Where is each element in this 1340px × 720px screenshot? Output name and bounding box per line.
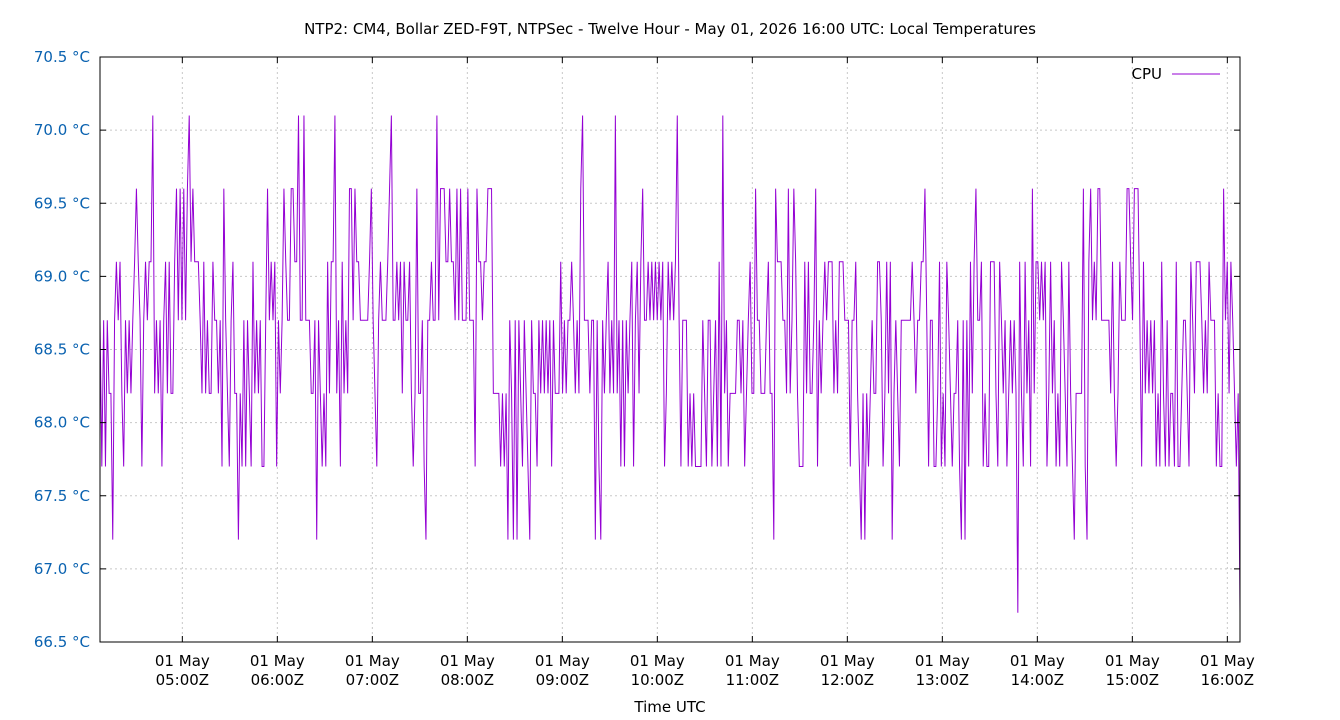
series-line-cpu [99, 115, 1241, 613]
y-tick-label: 66.5 °C [34, 633, 90, 651]
x-tick-label-date: 01 May [155, 652, 210, 670]
x-tick-label-time: 09:00Z [536, 671, 590, 689]
y-tick-label: 67.0 °C [34, 560, 90, 578]
y-tick-label: 70.0 °C [34, 121, 90, 139]
x-tick-label-time: 14:00Z [1011, 671, 1065, 689]
x-tick-label-time: 11:00Z [726, 671, 780, 689]
x-tick-label-time: 10:00Z [631, 671, 685, 689]
x-tick-label-date: 01 May [1105, 652, 1160, 670]
y-axis: 66.5 °C 67.0 °C 67.5 °C 68.0 °C 68.5 °C 69.0 … [34, 48, 1240, 651]
legend-label-cpu: CPU [1132, 65, 1163, 83]
y-tick-label: 69.0 °C [34, 267, 90, 285]
x-tick-label-date: 01 May [725, 652, 780, 670]
x-tick-label-time: 12:00Z [821, 671, 875, 689]
x-tick-label-time: 08:00Z [441, 671, 495, 689]
x-tick-label-date: 01 May [915, 652, 970, 670]
x-tick-label-time: 05:00Z [156, 671, 210, 689]
x-axis-label: Time UTC [633, 698, 705, 716]
legend: CPU [1132, 65, 1220, 83]
x-tick-label-date: 01 May [440, 652, 495, 670]
series-layer [99, 115, 1241, 613]
x-tick-label-date: 01 May [250, 652, 305, 670]
x-tick-label-time: 13:00Z [916, 671, 970, 689]
y-tick-label: 67.5 °C [34, 487, 90, 505]
x-tick-label-date: 01 May [535, 652, 590, 670]
x-tick-label-date: 01 May [345, 652, 400, 670]
x-tick-label-date: 01 May [630, 652, 685, 670]
y-tick-label: 70.5 °C [34, 48, 90, 66]
chart-title: NTP2: CM4, Bollar ZED-F9T, NTPSec - Twel… [304, 20, 1036, 38]
y-tick-label: 69.5 °C [34, 194, 90, 212]
x-tick-label-time: 15:00Z [1106, 671, 1160, 689]
x-tick-label-date: 01 May [1010, 652, 1065, 670]
x-tick-label-time: 07:00Z [346, 671, 400, 689]
x-tick-label-date: 01 May [1200, 652, 1255, 670]
x-tick-label-date: 01 May [820, 652, 875, 670]
y-tick-label: 68.0 °C [34, 414, 90, 432]
x-tick-label-time: 16:00Z [1201, 671, 1255, 689]
y-tick-label: 68.5 °C [34, 341, 90, 359]
x-tick-label-time: 06:00Z [251, 671, 305, 689]
grid-lines [100, 57, 1240, 642]
